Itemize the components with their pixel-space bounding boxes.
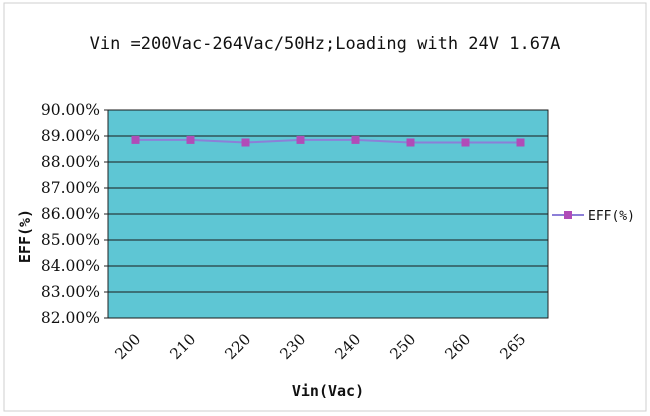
- legend-marker: [564, 211, 572, 219]
- y-tick-label: 82.00%: [41, 309, 100, 327]
- legend: EFF(%): [552, 209, 635, 224]
- y-tick-label: 88.00%: [41, 153, 100, 171]
- chart-area-border: [3, 2, 647, 412]
- x-tick-label: 200: [111, 330, 144, 363]
- data-point: [461, 138, 470, 147]
- y-tick-label: 83.00%: [41, 283, 100, 301]
- y-tick-label: 84.00%: [41, 257, 100, 275]
- y-tick-label: 86.00%: [41, 205, 100, 223]
- data-point: [516, 138, 525, 147]
- gridlines: [108, 109, 548, 319]
- data-point: [296, 135, 305, 144]
- x-tick-label: 230: [276, 330, 309, 363]
- x-axis-label: Vin(Vac): [292, 382, 364, 400]
- y-tick-label: 87.00%: [41, 179, 100, 197]
- data-point: [351, 135, 360, 144]
- data-point: [186, 135, 195, 144]
- data-point: [131, 135, 140, 144]
- y-tick-label: 90.00%: [41, 101, 100, 119]
- x-tick-label: 260: [441, 330, 474, 363]
- x-axis-ticks: 200 210 220 230 240 250 260 265: [111, 330, 529, 363]
- y-tick-label: 85.00%: [41, 231, 100, 249]
- x-tick-label: 220: [221, 330, 254, 363]
- series-line-eff: [135, 138, 521, 144]
- y-axis-label: EFF(%): [16, 209, 34, 263]
- data-point: [241, 138, 250, 147]
- y-tick-label: 89.00%: [41, 127, 100, 145]
- chart-title: Vin =200Vac-264Vac/50Hz;Loading with 24V…: [89, 34, 561, 54]
- legend-label: EFF(%): [588, 209, 635, 224]
- x-tick-label: 240: [331, 330, 364, 363]
- x-tick-label: 210: [166, 330, 199, 363]
- series-markers: [131, 135, 525, 147]
- x-tick-label: 265: [496, 330, 529, 363]
- y-axis-ticks: 90.00% 89.00% 88.00% 87.00% 86.00% 85.00% 84.0…: [41, 101, 108, 327]
- data-point: [406, 138, 415, 147]
- x-tick-label: 250: [386, 330, 419, 363]
